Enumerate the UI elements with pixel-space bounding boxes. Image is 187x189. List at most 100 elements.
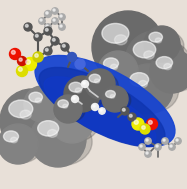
Circle shape	[26, 60, 30, 64]
Circle shape	[34, 33, 42, 41]
Circle shape	[122, 108, 125, 111]
Circle shape	[19, 67, 22, 71]
Circle shape	[46, 25, 48, 27]
Circle shape	[102, 86, 128, 112]
Circle shape	[123, 64, 173, 114]
Ellipse shape	[130, 73, 149, 86]
Circle shape	[35, 34, 38, 37]
Circle shape	[100, 109, 102, 111]
Ellipse shape	[89, 74, 100, 82]
Circle shape	[99, 108, 105, 114]
Circle shape	[45, 48, 48, 51]
Circle shape	[52, 18, 58, 24]
Circle shape	[155, 144, 161, 150]
Circle shape	[163, 139, 165, 141]
Ellipse shape	[10, 137, 18, 143]
Circle shape	[24, 23, 32, 31]
Ellipse shape	[24, 91, 64, 121]
Ellipse shape	[0, 129, 42, 163]
Circle shape	[62, 44, 65, 47]
Circle shape	[85, 69, 115, 99]
Ellipse shape	[110, 94, 115, 98]
Ellipse shape	[93, 20, 172, 81]
Ellipse shape	[94, 79, 100, 83]
Circle shape	[142, 126, 145, 129]
Circle shape	[0, 124, 38, 164]
Circle shape	[145, 151, 151, 157]
Circle shape	[30, 111, 86, 167]
Circle shape	[175, 138, 181, 144]
Circle shape	[83, 82, 85, 84]
Ellipse shape	[54, 98, 85, 122]
Ellipse shape	[9, 100, 33, 118]
Circle shape	[82, 81, 88, 88]
Ellipse shape	[38, 121, 59, 136]
Circle shape	[125, 31, 185, 91]
Circle shape	[52, 38, 55, 41]
Circle shape	[93, 105, 95, 107]
Ellipse shape	[155, 38, 162, 43]
Ellipse shape	[44, 77, 156, 145]
Circle shape	[91, 104, 99, 111]
Circle shape	[46, 12, 48, 14]
Ellipse shape	[85, 73, 118, 98]
Ellipse shape	[102, 23, 129, 43]
Ellipse shape	[114, 35, 127, 45]
Ellipse shape	[69, 82, 82, 92]
Circle shape	[140, 124, 150, 134]
Ellipse shape	[139, 81, 147, 88]
Circle shape	[0, 89, 64, 153]
Circle shape	[44, 27, 52, 35]
Circle shape	[59, 24, 65, 30]
Circle shape	[59, 14, 65, 20]
Circle shape	[45, 28, 48, 31]
Ellipse shape	[30, 118, 92, 166]
Circle shape	[75, 59, 85, 69]
Circle shape	[140, 145, 142, 147]
Circle shape	[92, 11, 164, 83]
Circle shape	[145, 138, 151, 144]
Circle shape	[71, 95, 79, 102]
Circle shape	[60, 15, 62, 17]
Circle shape	[146, 152, 148, 154]
Ellipse shape	[75, 88, 82, 93]
Ellipse shape	[35, 55, 175, 146]
Circle shape	[132, 118, 144, 130]
Ellipse shape	[50, 105, 99, 142]
Circle shape	[148, 120, 152, 124]
Circle shape	[162, 138, 168, 144]
Circle shape	[24, 57, 36, 70]
Ellipse shape	[4, 131, 19, 142]
Circle shape	[16, 66, 27, 77]
Circle shape	[54, 95, 82, 123]
Circle shape	[40, 19, 42, 21]
Circle shape	[39, 18, 45, 24]
Circle shape	[156, 145, 158, 147]
Circle shape	[50, 99, 94, 143]
Ellipse shape	[1, 97, 71, 151]
Circle shape	[51, 37, 59, 45]
Circle shape	[52, 8, 58, 14]
Circle shape	[44, 47, 52, 55]
Circle shape	[73, 97, 75, 99]
Ellipse shape	[144, 30, 184, 61]
Circle shape	[146, 119, 157, 129]
Circle shape	[139, 144, 145, 150]
Ellipse shape	[64, 81, 104, 111]
Circle shape	[35, 54, 38, 57]
Ellipse shape	[149, 32, 163, 42]
Circle shape	[150, 49, 187, 93]
Ellipse shape	[144, 51, 154, 59]
Ellipse shape	[123, 70, 179, 113]
Ellipse shape	[126, 39, 187, 90]
Ellipse shape	[56, 107, 73, 119]
Ellipse shape	[39, 67, 165, 147]
Circle shape	[53, 9, 55, 11]
Ellipse shape	[58, 100, 68, 108]
Ellipse shape	[106, 91, 115, 98]
Circle shape	[60, 25, 62, 27]
Circle shape	[64, 76, 100, 112]
Ellipse shape	[164, 64, 171, 70]
Circle shape	[11, 50, 15, 54]
Circle shape	[98, 51, 138, 91]
